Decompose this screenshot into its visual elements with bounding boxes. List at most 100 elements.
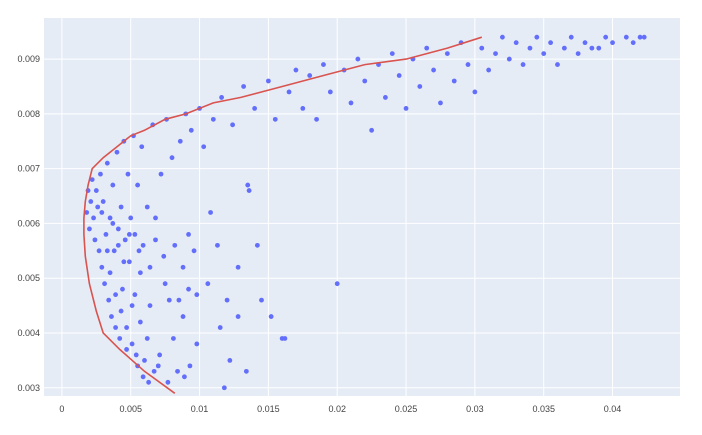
scatter-point (110, 221, 116, 226)
x-tick-label: 0.03 (466, 404, 484, 414)
y-tick-label: 0.003 (17, 383, 40, 393)
scatter-point (146, 379, 152, 385)
scatter-point (171, 336, 176, 341)
y-axis: 0.003 0.004 0.005 0.006 0.007 0.008 0.009 (17, 54, 40, 393)
scatter-point (114, 149, 120, 155)
scatter-point (117, 336, 123, 341)
scatter-series (84, 34, 647, 391)
scatter-point (107, 215, 113, 221)
scatter-point (230, 122, 235, 128)
scatter-point (513, 40, 519, 46)
scatter-point (139, 144, 145, 150)
x-axis: 0 0.005 0.01 0.015 0.02 0.025 0.03 0.035 0.04 (59, 404, 621, 414)
scatter-point (186, 231, 191, 237)
scatter-point (555, 62, 560, 67)
y-tick-label: 0.008 (17, 109, 40, 119)
frontier-series (83, 36, 483, 394)
x-tick-label: 0.02 (328, 404, 346, 414)
scatter-point (265, 78, 271, 84)
scatter-point (307, 73, 313, 78)
scatter-point (596, 45, 602, 51)
scatter-point (155, 363, 161, 369)
scatter-point (172, 242, 178, 248)
scatter-point (500, 34, 505, 40)
scatter-point (293, 67, 299, 73)
scatter-point (177, 138, 183, 144)
scatter-point (506, 56, 512, 62)
scatter-point (259, 297, 264, 303)
scatter-point (158, 171, 164, 177)
scatter-point (334, 281, 340, 287)
x-tick-label: 0.025 (395, 404, 418, 414)
scatter-point (137, 319, 143, 325)
scatter-point (144, 336, 150, 341)
scatter-point (107, 270, 113, 276)
x-tick-label: 0.015 (257, 404, 280, 414)
scatter-point (235, 314, 241, 319)
y-tick-label: 0.005 (17, 273, 40, 283)
scatter-point (137, 270, 143, 276)
y-tick-label: 0.006 (17, 218, 40, 228)
scatter-point (144, 204, 150, 210)
scatter-point (424, 45, 430, 51)
scatter-point (180, 314, 186, 319)
scatter-point (194, 292, 200, 298)
scatter-point (103, 231, 109, 237)
scatter-point (132, 292, 138, 298)
scatter-point (92, 237, 98, 243)
scatter-point (128, 215, 134, 221)
scatter-point (129, 303, 135, 309)
scatter-point (98, 171, 103, 177)
scatter-point (630, 40, 636, 46)
scatter-point (252, 105, 258, 111)
scatter-point (403, 105, 409, 111)
scatter-point (166, 297, 172, 303)
scatter-point (106, 297, 112, 303)
scatter-point (122, 237, 128, 243)
scatter-point (89, 177, 95, 183)
scatter-point (176, 297, 182, 303)
scatter-point (147, 264, 153, 270)
scatter-point (191, 248, 197, 254)
scatter-point (186, 286, 191, 292)
scatter-point (321, 62, 326, 67)
scatter-point (205, 281, 211, 287)
scatter-point (180, 264, 186, 270)
scatter-point (210, 116, 216, 122)
scatter-point (100, 199, 106, 204)
scatter-point (125, 171, 131, 177)
scatter-point (221, 385, 227, 391)
scatter-point (389, 51, 395, 57)
scatter-point (219, 95, 224, 100)
scatter-point (104, 160, 110, 166)
scatter-point (109, 314, 114, 319)
scatter-point (118, 308, 124, 314)
frontier-line (83, 36, 483, 394)
scatter-point (520, 62, 526, 67)
scatter-point (582, 40, 588, 46)
x-tick-label: 0.01 (191, 404, 209, 414)
scatter-point (589, 45, 595, 51)
scatter-point (362, 78, 368, 84)
scatter-point (243, 368, 249, 374)
scatter-point (215, 242, 220, 248)
scatter-point (282, 336, 288, 341)
scatter-point (113, 325, 118, 330)
scatter-point (254, 242, 260, 248)
scatter-point (610, 40, 615, 46)
scatter-point (126, 259, 132, 265)
x-tick-label: 0 (59, 404, 64, 414)
scatter-point (99, 210, 105, 215)
scatter-point (121, 259, 127, 265)
scatter-point (348, 100, 354, 106)
scatter-point (113, 292, 118, 298)
scatter-point (396, 73, 402, 78)
scatter-point (561, 45, 567, 51)
scatter-point (140, 242, 146, 248)
scatter-point (417, 84, 423, 89)
scatter-point (93, 188, 99, 193)
scatter-point (534, 34, 540, 40)
scatter-point (637, 34, 643, 40)
scatter-point (314, 116, 319, 122)
